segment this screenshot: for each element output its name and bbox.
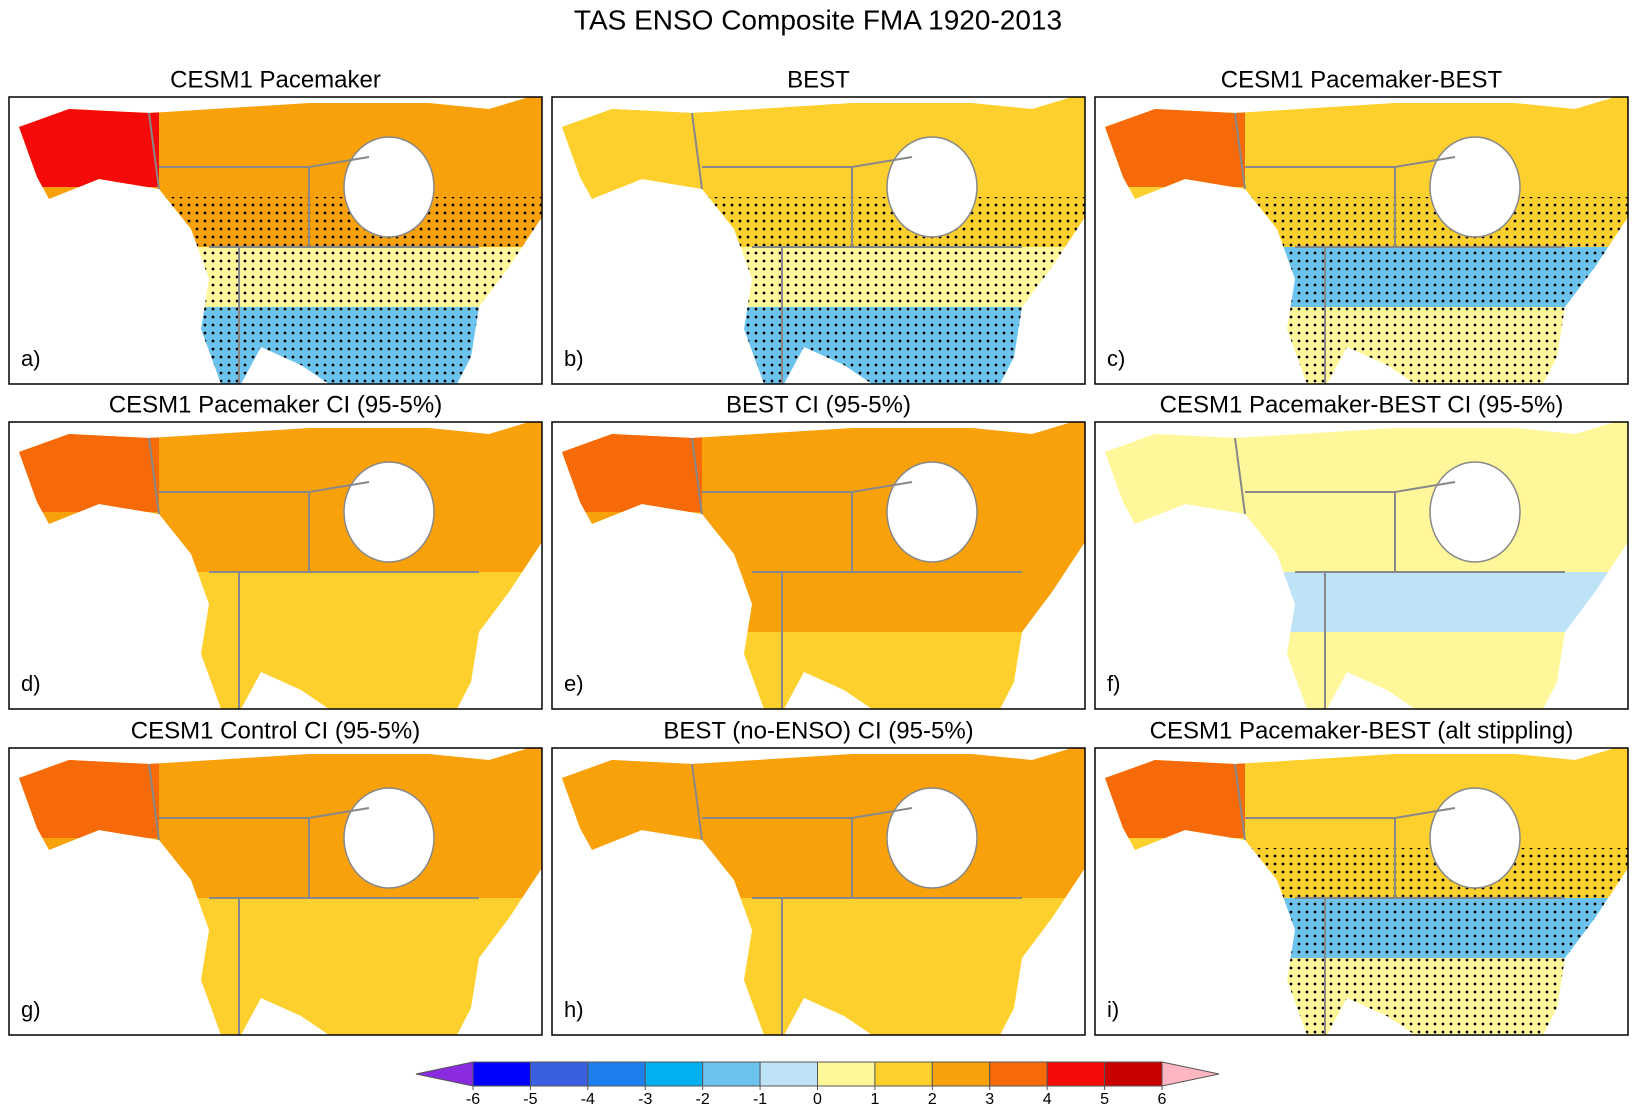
panel-label: a) [21,346,41,371]
panel-label: b) [564,346,584,371]
hudson-bay [343,461,435,563]
colorbar-tick-label: 1 [870,1091,879,1108]
map-frame [551,96,1086,385]
colorbar-tick-label: 4 [1043,1091,1052,1108]
map: e) [551,421,1086,710]
panel-title: CESM1 Pacemaker [170,66,381,93]
panel-title: BEST CI (95-5%) [726,391,911,418]
panel-title: CESM1 Pacemaker-BEST [1221,66,1503,93]
colorbar-box [644,1061,704,1087]
colorbar-tick-label: -2 [696,1091,710,1108]
colorbar-box [817,1061,876,1087]
map-frame [1094,96,1629,385]
map: c) [1094,96,1629,385]
colorbar: -6 -5 -4 -3 -2 -1 0 1 2 3 4 5 6 [415,1061,1220,1108]
panel-title: BEST (no-ENSO) CI (95-5%) [663,717,973,744]
borders [1234,437,1565,709]
colorbar-box [529,1061,589,1087]
colorbar-box [931,1061,991,1087]
panel-title: CESM1 Pacemaker-BEST (alt stippling) [1150,717,1574,744]
map-frame [8,421,543,710]
map-frame [1094,747,1629,1036]
colorbar-tick-label: 0 [813,1091,822,1108]
panel-label: c) [1107,346,1125,371]
panel-label: g) [21,997,41,1022]
borders [691,112,1022,384]
panel-title: CESM1 Pacemaker CI (95-5%) [109,391,442,418]
borders [1234,112,1565,384]
map-frame [8,96,543,385]
colorbar-tick-label: 2 [928,1091,937,1108]
hudson-bay [1429,461,1521,563]
map: a) [8,96,543,385]
borders [148,763,479,1035]
colorbar-box [472,1061,531,1087]
hudson-bay [1429,136,1521,238]
map: b) [551,96,1086,385]
colorbar-box [989,1061,1048,1087]
map: i) [1094,747,1629,1036]
hudson-bay [886,136,978,238]
map-frame [551,421,1086,710]
borders [691,763,1022,1035]
colorbar-arrow [1161,1061,1220,1087]
panel-title: CESM1 Pacemaker-BEST CI (95-5%) [1160,391,1564,418]
colorbar-box [874,1061,933,1087]
colorbar-tick-label: 6 [1158,1091,1167,1108]
colorbar-tick-label: -3 [638,1091,652,1108]
colorbar-tick-label: 3 [985,1091,994,1108]
colorbar-tick-label: -4 [581,1091,595,1108]
map-frame [1094,421,1629,710]
hudson-bay [1429,787,1521,889]
panel-label: e) [564,671,584,696]
hudson-bay [886,461,978,563]
colorbar-box [759,1061,818,1087]
panel-label: f) [1107,671,1120,696]
colorbar-tick-label: -6 [466,1091,480,1108]
colorbar-box [1046,1061,1106,1087]
colorbar-arrow [415,1061,474,1087]
hudson-bay [343,787,435,889]
panel-title: CESM1 Control CI (95-5%) [131,717,420,744]
panel-title: BEST [787,66,850,93]
map: h) [551,747,1086,1036]
borders [691,437,1022,709]
figure-title: TAS ENSO Composite FMA 1920-2013 [574,4,1062,35]
colorbar-tick-label: -5 [523,1091,537,1108]
panel-label: d) [21,671,41,696]
colorbar-box [587,1061,646,1087]
map: g) [8,747,543,1036]
hudson-bay [886,787,978,889]
borders [1234,763,1565,1035]
colorbar-box [702,1061,761,1087]
hudson-bay [343,136,435,238]
colorbar-box [1104,1061,1163,1087]
borders [148,112,479,384]
map-frame [8,747,543,1036]
colorbar-tick-label: -1 [753,1091,767,1108]
map: f) [1094,421,1629,710]
colorbar-tick-label: 5 [1100,1091,1109,1108]
map-frame [551,747,1086,1036]
panel-label: h) [564,997,584,1022]
map: d) [8,421,543,710]
borders [148,437,479,709]
panel-label: i) [1107,997,1119,1022]
